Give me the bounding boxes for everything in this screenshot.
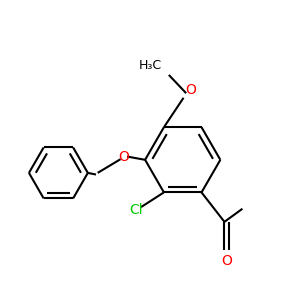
- Text: H₃C: H₃C: [139, 58, 162, 72]
- Text: O: O: [118, 149, 129, 164]
- Text: Cl: Cl: [129, 203, 143, 218]
- Text: O: O: [221, 254, 232, 268]
- Text: O: O: [185, 83, 196, 97]
